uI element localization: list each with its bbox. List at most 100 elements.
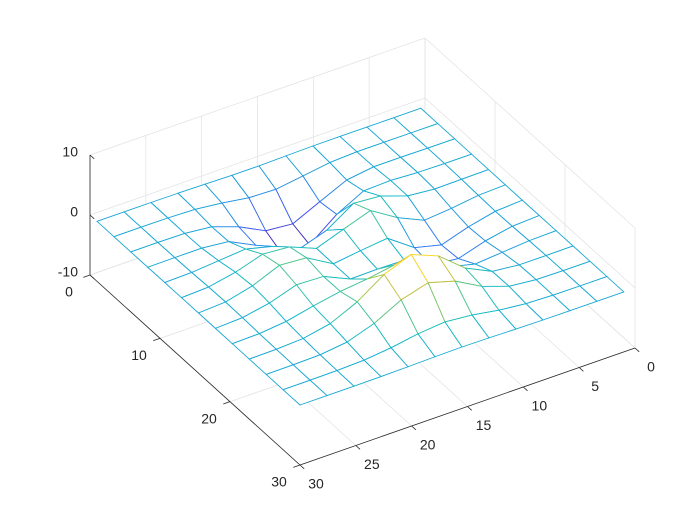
mesh-edge	[262, 253, 280, 266]
mesh-edge	[434, 178, 462, 190]
mesh-edge	[376, 264, 395, 270]
mesh-edge	[383, 254, 412, 275]
mesh-face	[370, 210, 415, 248]
mesh-edge	[417, 172, 436, 190]
mesh-edge	[221, 197, 250, 204]
mesh-edge	[579, 285, 598, 302]
mesh-edge	[130, 242, 159, 253]
mesh-face	[299, 229, 344, 249]
mesh-edge	[410, 254, 439, 257]
mesh-face	[235, 254, 280, 286]
mesh-edge	[326, 202, 355, 231]
mesh-edge	[329, 151, 358, 164]
mesh-edge	[150, 202, 169, 219]
y-tick	[223, 401, 231, 405]
mesh-edge	[248, 358, 267, 375]
mesh-edge	[454, 138, 473, 155]
mesh-edge	[282, 379, 311, 391]
mesh-edge	[407, 356, 436, 368]
mesh-face	[269, 284, 314, 322]
mesh-edge	[258, 155, 287, 167]
z-tick-label: 0	[70, 204, 78, 220]
mesh-face	[441, 226, 486, 259]
mesh-edge	[245, 248, 263, 255]
mesh-edge	[336, 359, 365, 372]
mesh-edge	[457, 258, 476, 265]
mesh-edge	[471, 153, 489, 170]
mesh-edge	[457, 240, 486, 260]
mesh-edge	[147, 266, 166, 283]
mesh-edge	[322, 276, 341, 292]
z-tick	[89, 154, 95, 160]
mesh-edge	[454, 280, 473, 316]
mesh-edge	[363, 359, 382, 377]
mesh-edge	[316, 247, 334, 265]
mesh-face	[502, 240, 547, 265]
mesh-face	[191, 260, 236, 288]
y-axis-line	[89, 274, 301, 466]
x-tick	[411, 425, 417, 431]
mesh-edge	[427, 280, 456, 284]
mesh-edge	[511, 215, 540, 227]
mesh-edge	[214, 317, 243, 329]
y-tick	[83, 274, 91, 278]
mesh-edge	[484, 225, 513, 242]
mesh-face	[319, 180, 364, 215]
mesh-face	[194, 203, 239, 227]
mesh-edge	[275, 348, 294, 366]
mesh-edge	[319, 201, 338, 215]
mesh-edge	[123, 211, 142, 228]
mesh-edge	[343, 228, 361, 252]
mesh-face	[259, 321, 304, 350]
mesh-edge	[437, 255, 456, 282]
mesh-face	[363, 180, 408, 197]
z-tick	[89, 274, 95, 280]
mesh-edge	[130, 251, 149, 268]
x-tick-label: 0	[647, 359, 655, 375]
mesh-edge	[268, 302, 287, 322]
mesh-face	[357, 274, 402, 324]
mesh-edge	[353, 376, 382, 387]
mesh-face	[350, 265, 395, 280]
grid-line	[424, 97, 636, 289]
mesh-edge	[292, 201, 321, 225]
mesh-edge	[339, 278, 368, 292]
mesh-edge	[589, 260, 608, 278]
mesh-edge	[467, 210, 496, 228]
mesh-edge	[451, 207, 469, 228]
mesh-face	[383, 132, 428, 158]
mesh-edge	[356, 141, 385, 153]
mesh-edge	[292, 354, 321, 366]
mesh-face	[218, 249, 263, 273]
mesh-edge	[427, 282, 446, 323]
mesh-edge	[386, 237, 415, 249]
mesh-edge	[265, 373, 284, 391]
mesh-edge	[319, 354, 338, 372]
mesh-edge	[491, 270, 510, 287]
mesh-edge	[316, 228, 344, 249]
mesh-edge	[477, 184, 506, 196]
mesh-edge	[363, 179, 392, 192]
mesh-edge	[390, 347, 409, 368]
mesh-edge	[521, 199, 540, 216]
mesh-edge	[498, 303, 527, 311]
mesh-edge	[201, 241, 230, 249]
mesh-edge	[96, 220, 115, 238]
mesh-face	[323, 276, 368, 292]
mesh-face	[275, 176, 320, 224]
mesh-edge	[606, 276, 625, 293]
mesh-face	[177, 184, 222, 210]
mesh-edge	[329, 162, 348, 181]
mesh-edge	[444, 321, 463, 348]
mesh-edge	[528, 230, 557, 242]
mesh-edge	[474, 263, 493, 272]
mesh-face	[140, 218, 185, 243]
mesh-edge	[164, 272, 193, 283]
mesh-face	[353, 196, 398, 218]
mesh-edge	[535, 270, 564, 281]
mesh-edge	[275, 338, 304, 350]
mesh-edge	[373, 322, 392, 349]
mesh-edge	[326, 228, 344, 231]
mesh-edge	[444, 153, 473, 164]
x-tick-label: 25	[364, 456, 380, 472]
